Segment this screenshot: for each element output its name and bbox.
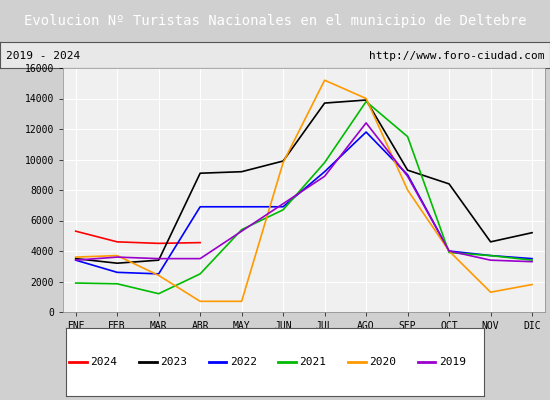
- Text: 2023: 2023: [160, 357, 187, 367]
- Text: 2019: 2019: [439, 357, 466, 367]
- Text: 2021: 2021: [299, 357, 326, 367]
- Text: Evolucion Nº Turistas Nacionales en el municipio de Deltebre: Evolucion Nº Turistas Nacionales en el m…: [24, 14, 526, 28]
- Text: 2020: 2020: [369, 357, 396, 367]
- Text: 2024: 2024: [90, 357, 117, 367]
- Text: http://www.foro-ciudad.com: http://www.foro-ciudad.com: [369, 51, 544, 61]
- Text: 2019 - 2024: 2019 - 2024: [6, 51, 80, 61]
- Text: 2022: 2022: [230, 357, 257, 367]
